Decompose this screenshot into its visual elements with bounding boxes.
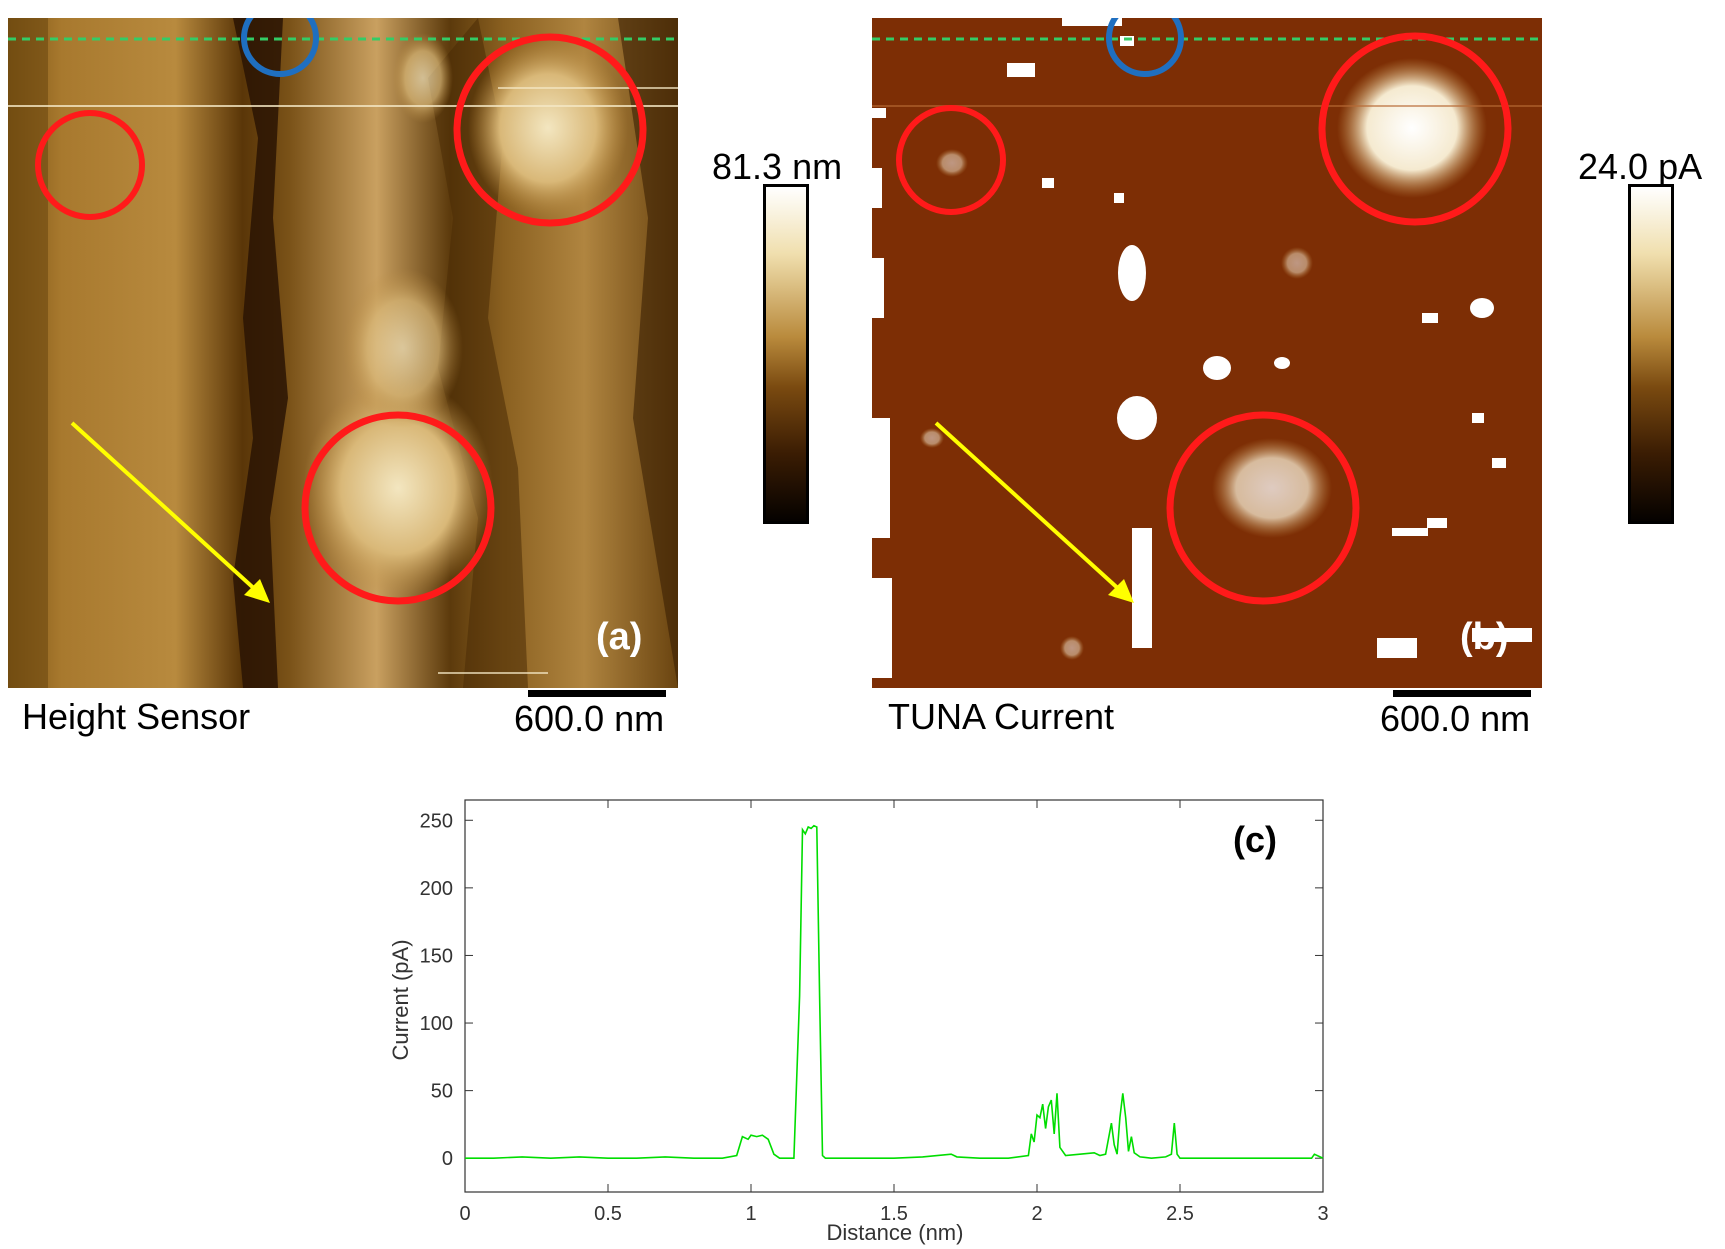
y-tick-label: 250 [420, 810, 453, 832]
colorbar-max-label-height: 81.3 nm [712, 146, 843, 187]
x-tick-label: 0.5 [594, 1203, 622, 1225]
x-tick-label: 1 [745, 1203, 756, 1225]
y-axis-label: Current (pA) [388, 939, 413, 1060]
x-tick-label: 2 [1031, 1203, 1042, 1225]
scale-bar-label: 600.0 nm [514, 698, 665, 739]
red-circle-marker [35, 110, 145, 220]
panel-letter-a: (a) [596, 616, 643, 658]
y-tick-label: 200 [420, 878, 453, 900]
red-circle-marker [301, 411, 495, 605]
colorbar-max-label-current: 24.0 pA [1578, 146, 1703, 187]
tuna-current-image [872, 18, 1542, 688]
red-circle-marker [1166, 411, 1360, 605]
x-axis-label: Distance (nm) [827, 1220, 964, 1245]
red-circle-marker [453, 33, 647, 227]
height-sensor-image [8, 18, 678, 688]
y-tick-label: 100 [420, 1013, 453, 1035]
scale-bar [1393, 690, 1531, 697]
height-colorbar [763, 184, 809, 524]
yellow-arrow [934, 421, 1124, 594]
x-tick-label: 2.5 [1166, 1203, 1194, 1225]
blue-circle-marker [1106, 18, 1184, 77]
scale-bar [528, 690, 666, 697]
current-series-line [465, 824, 1324, 1160]
x-tick-label: 1.5 [880, 1203, 908, 1225]
y-tick-label: 0 [442, 1148, 453, 1170]
panel-letter-b: (b) [1460, 616, 1509, 658]
plot-area [464, 799, 1324, 1193]
red-circle-marker [896, 105, 1006, 215]
current-profile-chart: 0 0.5 1 1.5 2 2.5 3 0 50 100 150 200 250 (c) Distanc… [388, 799, 1329, 1245]
image-label-current: TUNA Current [888, 696, 1115, 737]
yellow-arrow [70, 421, 260, 594]
scale-bar-label: 600.0 nm [1380, 698, 1531, 739]
image-label-height: Height Sensor [22, 696, 251, 737]
blue-circle-marker [241, 18, 319, 77]
x-tick-label: 0 [459, 1203, 470, 1225]
current-colorbar [1628, 184, 1674, 524]
x-tick-label: 3 [1317, 1203, 1328, 1225]
panel-letter-c: (c) [1233, 819, 1277, 860]
red-circle-marker [1318, 32, 1512, 226]
y-tick-label: 150 [420, 945, 453, 967]
y-tick-label: 50 [431, 1081, 453, 1103]
